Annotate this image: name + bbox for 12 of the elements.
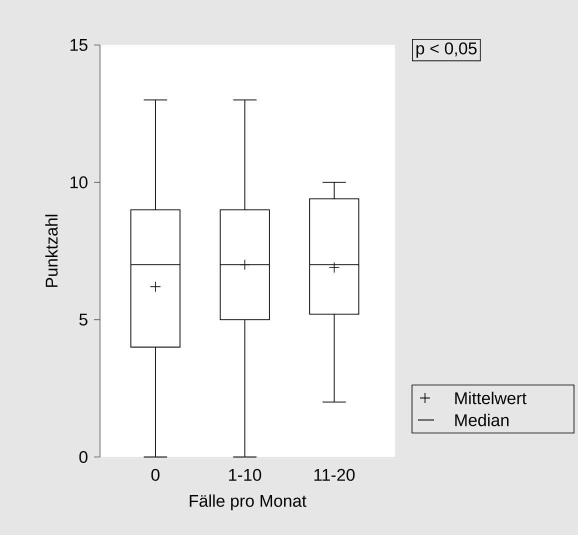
y-tick-label: 5: [79, 314, 88, 326]
x-tick-label: 11-20: [314, 468, 355, 481]
x-tick-label: 0: [151, 468, 160, 481]
y-tick-label: 0: [79, 450, 88, 464]
y-tick-label: 10: [70, 176, 88, 188]
y-tick-label: 15: [70, 39, 88, 51]
text: Median: [455, 414, 509, 426]
x-axis-title: Fälle pro Monat: [190, 494, 306, 510]
text: p < 0,05: [416, 42, 477, 58]
text: Mittelwert: [455, 392, 526, 404]
y-axis-title: Punktzahl: [45, 214, 58, 287]
x-tick-label: 1-10: [229, 468, 262, 481]
